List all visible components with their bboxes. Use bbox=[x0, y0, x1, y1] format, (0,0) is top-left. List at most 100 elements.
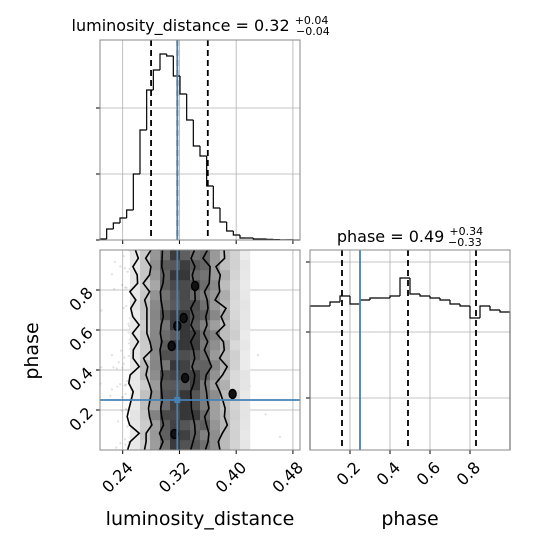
joint-density-cell bbox=[210, 390, 221, 401]
joint-density-cell bbox=[200, 350, 211, 361]
x-tick-label-luminosity-distance-2: 0.40 bbox=[212, 458, 251, 497]
joint-density-cell bbox=[200, 310, 211, 321]
joint-density-cell bbox=[220, 370, 231, 381]
joint-scatter-point bbox=[125, 304, 128, 308]
joint-density-cell bbox=[170, 330, 181, 341]
y-tick-label-phase-0: 0.2 bbox=[65, 403, 96, 434]
joint-density-cell bbox=[220, 400, 231, 411]
joint-density-cell bbox=[240, 400, 251, 411]
joint-density-cell bbox=[240, 300, 251, 311]
joint-density-cell bbox=[190, 310, 201, 321]
ld-hist-bin-14 bbox=[192, 120, 200, 147]
joint-density-cell bbox=[230, 340, 241, 351]
joint-density-cell bbox=[190, 400, 201, 411]
joint-scatter-point bbox=[110, 388, 114, 391]
joint-density-cell bbox=[140, 290, 151, 301]
joint-density-cell bbox=[240, 410, 251, 421]
joint-frame bbox=[99, 249, 301, 451]
joint-density-cell bbox=[190, 320, 201, 331]
y-tick-label-phase-2: 0.6 bbox=[65, 323, 96, 354]
phase-hist-bin-6 bbox=[369, 297, 380, 300]
joint-density-cell bbox=[200, 300, 211, 311]
joint-scatter-point bbox=[116, 420, 120, 423]
joint-density-cell bbox=[230, 280, 241, 291]
joint-density-cell bbox=[140, 340, 151, 351]
joint-density-cell bbox=[140, 400, 151, 411]
joint-scatter-point bbox=[123, 356, 126, 359]
joint-density-cell bbox=[180, 390, 191, 401]
joint-contour-level-0-right bbox=[214, 249, 229, 451]
joint-density-cell bbox=[190, 350, 201, 361]
joint-density-cell bbox=[140, 410, 151, 421]
joint-scatter-point bbox=[119, 265, 122, 268]
joint-scatter-point bbox=[109, 394, 112, 397]
joint-density-cell bbox=[230, 250, 241, 261]
joint-density-cell bbox=[170, 250, 181, 261]
ld-hist-bin-2 bbox=[112, 222, 120, 229]
joint-density-cell bbox=[230, 350, 241, 361]
ld-hist-bin-19 bbox=[226, 222, 234, 232]
joint-scatter-point bbox=[113, 260, 116, 263]
joint-scatter-point bbox=[122, 306, 125, 309]
joint-density-cell bbox=[180, 340, 191, 351]
joint-density-cell bbox=[230, 430, 241, 441]
joint-scatter-point bbox=[124, 286, 127, 289]
joint-density-cell bbox=[160, 310, 171, 321]
y-tick-label-phase-3: 0.8 bbox=[65, 283, 96, 314]
joint-density-cell bbox=[140, 360, 151, 371]
joint-truth-marker bbox=[174, 397, 181, 403]
joint-scatter-point bbox=[110, 353, 114, 357]
joint-density-cell bbox=[210, 280, 221, 291]
joint-density-cell bbox=[160, 260, 171, 271]
joint-scatter-point bbox=[278, 435, 282, 439]
joint-density-cell bbox=[230, 330, 241, 341]
joint-density-cell bbox=[140, 380, 151, 391]
joint-density-panel: 0.24 0.32 0.40 0.48 0.2 0.4 0.6 0.8 bbox=[65, 248, 307, 497]
joint-density-cell bbox=[210, 340, 221, 351]
joint-density-cell bbox=[150, 420, 161, 431]
joint-scatter-point bbox=[124, 407, 128, 411]
joint-density-cell bbox=[160, 430, 171, 441]
joint-density-cell bbox=[170, 270, 181, 281]
y-tick-label-phase-1: 0.4 bbox=[65, 363, 96, 394]
joint-density-cell bbox=[230, 440, 241, 451]
joint-density-cell bbox=[230, 370, 241, 381]
joint-density-cell bbox=[220, 430, 231, 441]
phase-hist-bin-14 bbox=[449, 300, 460, 305]
joint-density-cell bbox=[240, 430, 251, 441]
joint-scatter-point bbox=[123, 438, 127, 441]
joint-density-cell bbox=[180, 420, 191, 431]
luminosity-distance-title-main: luminosity_distance = 0.32 bbox=[72, 16, 290, 36]
joint-scatter-point bbox=[128, 342, 131, 345]
joint-scatter-point bbox=[126, 425, 129, 428]
joint-density-cell bbox=[160, 290, 171, 301]
joint-density-cell bbox=[190, 360, 201, 371]
joint-density-cell bbox=[130, 270, 141, 281]
joint-contour-level-2-left bbox=[158, 249, 165, 451]
joint-density-cell bbox=[230, 260, 241, 271]
joint-density-cell bbox=[130, 410, 141, 421]
joint-density-cell bbox=[130, 250, 141, 261]
x-tick-label-luminosity-distance-1: 0.32 bbox=[155, 458, 194, 497]
joint-density-cell bbox=[130, 380, 141, 391]
phase-hist-bin-13 bbox=[439, 298, 450, 301]
joint-density-cell bbox=[150, 400, 161, 411]
ld-hist-bin-20 bbox=[232, 231, 240, 236]
joint-scatter-point bbox=[126, 270, 129, 273]
joint-density-cell bbox=[240, 380, 251, 391]
joint-density-cell bbox=[150, 280, 161, 291]
joint-contour-island-5 bbox=[228, 388, 237, 400]
joint-scatter-point bbox=[125, 286, 128, 289]
joint-density-cell bbox=[170, 310, 181, 321]
joint-density-cell bbox=[240, 390, 251, 401]
x-axis-label-phase: phase bbox=[381, 508, 438, 530]
ld-hist-bin-1 bbox=[106, 228, 114, 239]
joint-density-cell bbox=[220, 310, 231, 321]
joint-density-cell bbox=[170, 260, 181, 271]
joint-density-cell bbox=[190, 380, 201, 391]
joint-density-cell bbox=[160, 440, 171, 451]
joint-density-cell bbox=[170, 420, 181, 431]
phase-hist-xtick-label-2: 0.6 bbox=[413, 458, 444, 489]
joint-density-cell bbox=[200, 320, 211, 331]
